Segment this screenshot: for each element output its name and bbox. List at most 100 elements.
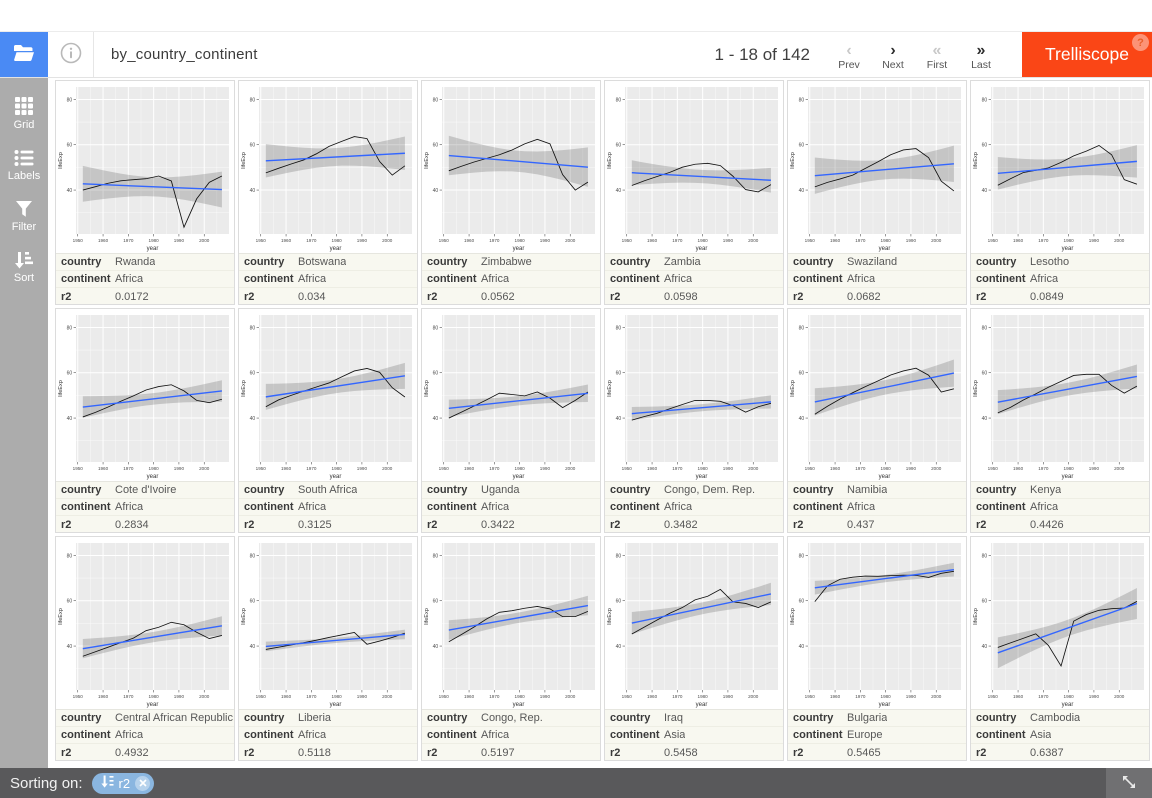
svg-text:1970: 1970	[672, 238, 683, 243]
label-value: Cote d'Ivoire	[115, 484, 177, 496]
label-key: r2	[793, 290, 804, 303]
svg-text:80: 80	[982, 97, 988, 103]
last-button[interactable]: » Last	[962, 38, 1000, 72]
panel-labels: country Congo, Rep. continent Africa r2 0.519…	[422, 709, 600, 760]
label-value: Africa	[847, 273, 876, 285]
svg-text:1960: 1960	[98, 694, 109, 699]
label-key: country	[976, 256, 1017, 268]
panel-label-row: continent Asia	[971, 727, 1149, 744]
svg-text:year: year	[147, 474, 159, 480]
svg-text:1950: 1950	[805, 466, 816, 471]
prev-button[interactable]: ‹ Prev	[830, 38, 868, 72]
double-chevron-left-icon: «	[932, 42, 942, 59]
label-value: Uganda	[481, 484, 520, 496]
help-badge[interactable]: ?	[1132, 34, 1149, 51]
label-key: r2	[793, 518, 804, 531]
panel-plot: 40 60 80 1950 1960 1970 1980 1990 2000 year lifeEx…	[422, 537, 600, 709]
info-button[interactable]	[48, 32, 94, 77]
svg-text:1950: 1950	[805, 694, 816, 699]
svg-text:1990: 1990	[723, 694, 734, 699]
svg-text:1960: 1960	[1013, 466, 1024, 471]
svg-text:1960: 1960	[464, 466, 475, 471]
label-value: Liberia	[298, 712, 332, 724]
label-value: 0.5465	[847, 746, 881, 759]
svg-text:2000: 2000	[748, 694, 759, 699]
pagination-status: 1 - 18 of 142	[714, 44, 810, 64]
label-value: Africa	[481, 273, 510, 285]
svg-text:1970: 1970	[1038, 466, 1049, 471]
panel-label-row: country Central African Republic	[56, 710, 234, 727]
open-display-button[interactable]	[0, 32, 48, 77]
svg-text:1990: 1990	[1089, 466, 1100, 471]
svg-text:80: 80	[433, 325, 439, 331]
panel-label-row: country South Africa	[239, 482, 417, 499]
sidebar-item-grid[interactable]: Grid	[0, 92, 48, 136]
label-key: r2	[244, 518, 255, 531]
svg-text:60: 60	[433, 143, 439, 149]
panel-labels: country Kenya continent Africa r2 0.4426	[971, 481, 1149, 532]
panel-label-row: continent Africa	[422, 727, 600, 744]
sidebar-item-sort[interactable]: Sort	[0, 247, 48, 289]
svg-text:1970: 1970	[855, 466, 866, 471]
grid-icon	[14, 96, 34, 116]
svg-text:1950: 1950	[622, 694, 633, 699]
next-button[interactable]: › Next	[874, 38, 912, 72]
svg-text:1980: 1980	[149, 466, 160, 471]
label-key: country	[976, 484, 1017, 496]
svg-text:1960: 1960	[1013, 694, 1024, 699]
svg-text:2000: 2000	[382, 694, 393, 699]
trelliscope-button[interactable]: Trelliscope ?	[1022, 32, 1152, 77]
svg-text:1950: 1950	[73, 238, 84, 243]
label-value: Central African Republic	[115, 712, 234, 724]
svg-text:80: 80	[250, 97, 256, 103]
remove-sort-icon[interactable]	[135, 775, 151, 791]
svg-text:1950: 1950	[73, 466, 84, 471]
label-value: 0.034	[298, 290, 326, 303]
label-key: country	[793, 484, 834, 496]
svg-text:1970: 1970	[855, 238, 866, 243]
sidebar-item-labels[interactable]: Labels	[0, 145, 48, 187]
svg-text:1970: 1970	[123, 694, 134, 699]
svg-text:1960: 1960	[281, 466, 292, 471]
label-value: 0.5118	[298, 746, 331, 759]
panel: 40 60 80 1950 1960 1970 1980 1990 2000 year lifeEx…	[55, 308, 235, 533]
panel-label-row: country Iraq	[605, 710, 783, 727]
svg-text:year: year	[513, 474, 525, 480]
svg-text:lifeExp: lifeExp	[790, 380, 796, 397]
svg-text:80: 80	[250, 325, 256, 331]
label-key: r2	[976, 290, 987, 303]
svg-text:40: 40	[250, 188, 256, 194]
label-key: country	[610, 484, 651, 496]
panel: 40 60 80 1950 1960 1970 1980 1990 2000 year lifeEx…	[787, 536, 967, 761]
panel-label-row: country Cote d'Ivoire	[56, 482, 234, 499]
svg-text:60: 60	[799, 371, 805, 377]
panel-plot: 40 60 80 1950 1960 1970 1980 1990 2000 year lifeEx…	[971, 537, 1149, 709]
svg-text:1990: 1990	[357, 694, 368, 699]
sort-chip-r2[interactable]: r2	[91, 772, 155, 794]
svg-text:40: 40	[250, 644, 256, 650]
svg-text:80: 80	[982, 553, 988, 559]
panel-label-row: r2 0.3125	[239, 516, 417, 533]
label-value: Iraq	[664, 712, 683, 724]
svg-text:lifeExp: lifeExp	[241, 380, 247, 397]
svg-text:40: 40	[433, 416, 439, 422]
fullscreen-icon	[1121, 774, 1137, 793]
svg-text:1950: 1950	[805, 238, 816, 243]
label-value: Africa	[664, 501, 693, 513]
svg-text:80: 80	[67, 553, 73, 559]
svg-text:40: 40	[433, 188, 439, 194]
label-value: Congo, Dem. Rep.	[664, 484, 756, 496]
fullscreen-button[interactable]	[1106, 768, 1152, 798]
svg-text:2000: 2000	[199, 466, 210, 471]
svg-text:40: 40	[799, 188, 805, 194]
svg-text:1990: 1990	[906, 466, 917, 471]
first-button[interactable]: « First	[918, 38, 956, 72]
svg-text:lifeExp: lifeExp	[58, 152, 64, 169]
label-value: South Africa	[298, 484, 358, 496]
svg-text:60: 60	[433, 599, 439, 605]
svg-text:lifeExp: lifeExp	[973, 152, 979, 169]
svg-text:1980: 1980	[881, 694, 892, 699]
svg-text:lifeExp: lifeExp	[607, 380, 613, 397]
svg-text:40: 40	[982, 188, 988, 194]
sidebar-item-filter[interactable]: Filter	[0, 196, 48, 238]
